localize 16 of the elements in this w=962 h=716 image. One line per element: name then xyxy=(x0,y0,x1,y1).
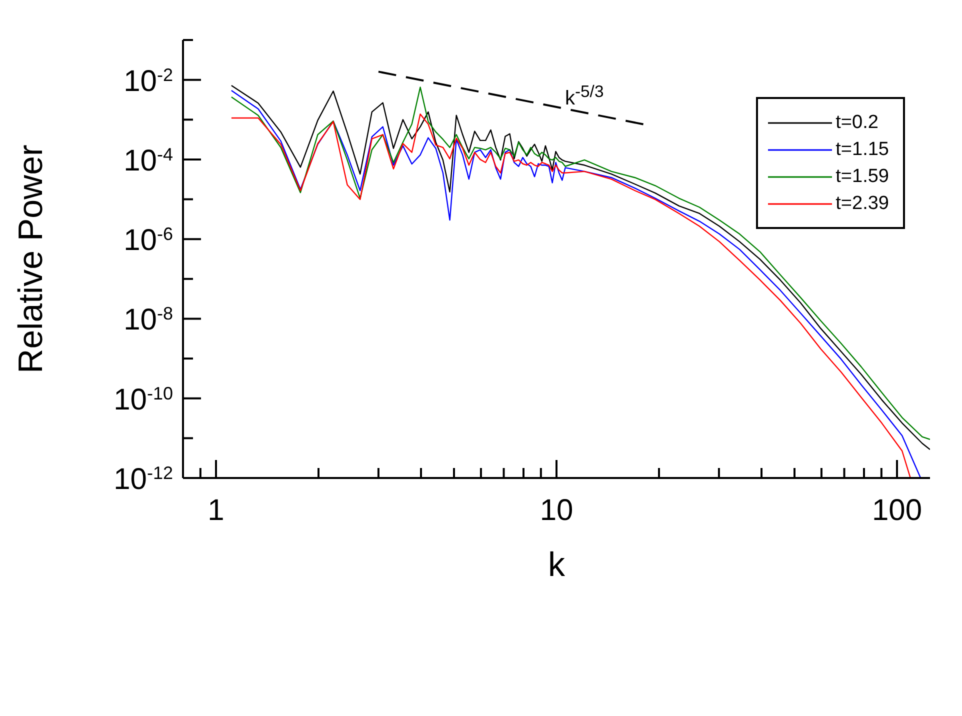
x-axis-title: k xyxy=(548,546,566,584)
y-tick-label: 10$^{-2}$ xyxy=(124,64,173,98)
x-tick-label: 10 xyxy=(540,494,574,527)
legend-label: t=1.15 xyxy=(836,138,889,160)
x-tick-label: 1 xyxy=(208,494,224,527)
annotation: k$^{-5/3}$ xyxy=(565,82,604,111)
x-tick-label: 100 xyxy=(872,494,922,527)
legend-label: t=1.59 xyxy=(836,166,889,188)
y-tick-label: 10$^{-10}$ xyxy=(114,383,173,416)
y-tick-label: 10$^{-4}$ xyxy=(124,144,173,178)
legend-label: t=2.39 xyxy=(836,192,889,214)
legend-label: t=0.2 xyxy=(836,112,878,134)
y-axis-title: Relative Power xyxy=(12,144,50,374)
y-tick-label: 10$^{-6}$ xyxy=(124,224,173,258)
y-tick-label: 10$^{-8}$ xyxy=(124,304,173,337)
y-tick-label: 10$^{-12}$ xyxy=(114,463,173,496)
